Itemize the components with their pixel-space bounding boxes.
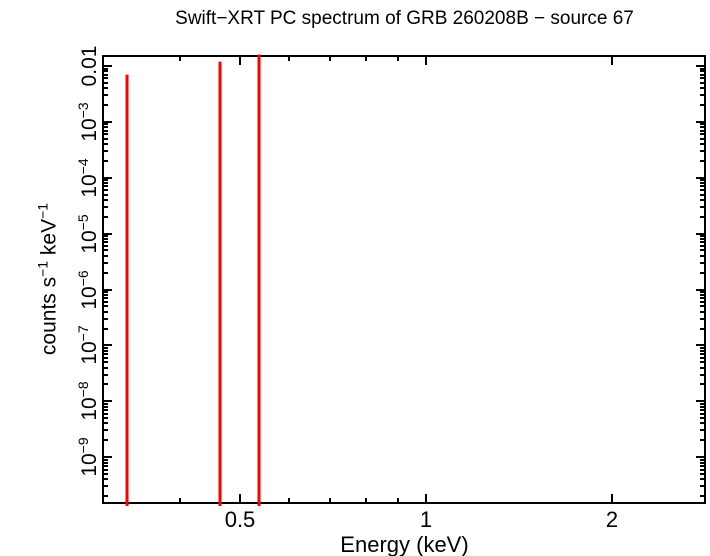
y-tick-label: 10−7 — [75, 325, 101, 365]
x-tick-label: 0.5 — [225, 507, 256, 532]
y-tick-label: 10−9 — [75, 437, 101, 477]
y-axis-label: counts s−1 keV−1 — [35, 203, 62, 355]
y-tick-label: 10−3 — [75, 102, 101, 142]
plot-frame — [102, 55, 706, 504]
y-axis-label-superscript: −1 — [34, 260, 51, 277]
y-tick-label: 10−6 — [75, 270, 101, 310]
y-tick-label: 0.01 — [78, 46, 101, 87]
y-axis-label-superscript: −1 — [34, 202, 51, 219]
chart-title: Swift−XRT PC spectrum of GRB 260208B − s… — [175, 8, 634, 29]
y-axis-label-text: counts s — [37, 276, 61, 356]
y-tick-label: 10−4 — [75, 158, 101, 198]
y-axis-label-text: keV — [37, 218, 61, 261]
y-tick-label: 10−8 — [75, 381, 101, 421]
x-tick-label: 1 — [420, 507, 432, 532]
x-axis-label: Energy (keV) — [340, 532, 469, 556]
y-tick-label: 10−5 — [75, 214, 101, 254]
x-tick-label: 2 — [606, 507, 618, 532]
